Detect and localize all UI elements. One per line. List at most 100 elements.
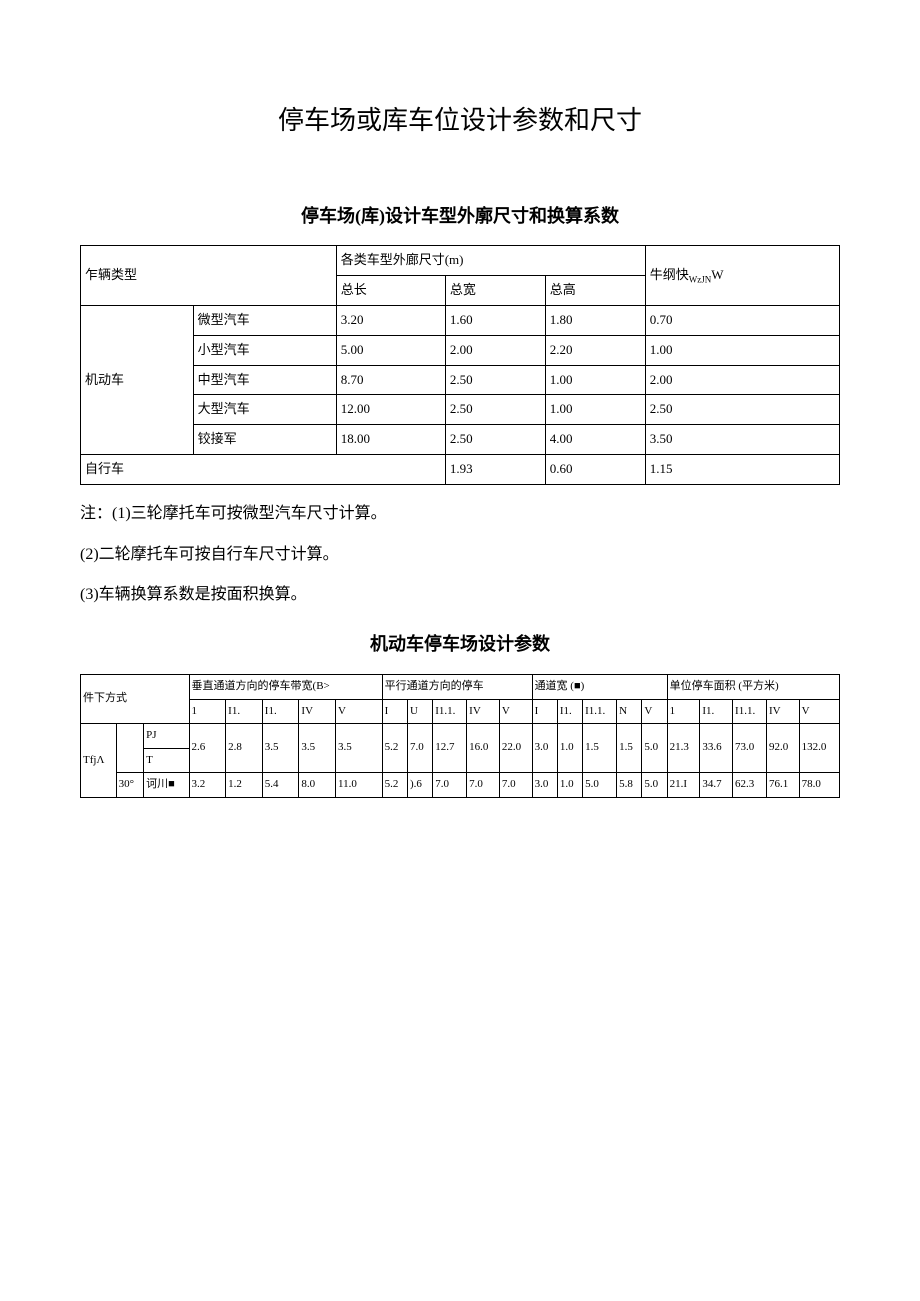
cell: 132.0: [799, 724, 839, 773]
col-grp2: 平行通道方向的停车: [382, 674, 532, 699]
table-row: 铰接军 18.00 2.50 4.00 3.50: [81, 425, 840, 455]
cell: 1: [667, 699, 700, 724]
cell: 3.20: [336, 305, 445, 335]
col-grp1: 垂直通道方向的停车带宽(B>: [189, 674, 382, 699]
cell: 5.4: [262, 773, 299, 798]
cell: 0.70: [645, 305, 839, 335]
cell: IV: [766, 699, 799, 724]
cell: I1.: [226, 699, 263, 724]
cell: 5.8: [617, 773, 642, 798]
cell: V: [499, 699, 532, 724]
main-title: 停车场或库车位设计参数和尺寸: [80, 100, 840, 142]
cell: PJ: [144, 724, 189, 749]
cell: 5.0: [642, 773, 667, 798]
cell: IV: [299, 699, 336, 724]
cell: 3.0: [532, 773, 557, 798]
col-method: 件下方式: [81, 674, 190, 723]
cell: 2.8: [226, 724, 263, 773]
table-vehicle-dimensions: 乍辆类型 各类车型外廊尺寸(m) 牛纲快WzJNW 总长 总宽 总高 机动车 微…: [80, 245, 840, 484]
cell: 1.5: [583, 724, 617, 773]
table-header-row: 乍辆类型 各类车型外廊尺寸(m) 牛纲快WzJNW: [81, 246, 840, 276]
cell: 5.00: [336, 335, 445, 365]
cell: T: [144, 748, 189, 773]
cat-bicycle: 自行车: [81, 454, 446, 484]
cell: 4.00: [545, 425, 645, 455]
cell: 2.50: [445, 425, 545, 455]
col-coefficient: 牛纲快WzJNW: [645, 246, 839, 306]
cell: 1.2: [226, 773, 263, 798]
cat-motor: 机动车: [81, 305, 194, 454]
cell: 3.50: [645, 425, 839, 455]
note-1: 注：(1)三轮摩托车可按微型汽车尺寸计算。: [80, 500, 840, 529]
cell: 62.3: [733, 773, 767, 798]
cell: I1.1.: [583, 699, 617, 724]
cell: 微型汽车: [193, 305, 336, 335]
cell: [116, 724, 144, 773]
cell: 21.3: [667, 724, 700, 773]
cell: 2.6: [189, 724, 226, 773]
table-header-row: 件下方式 垂直通道方向的停车带宽(B> 平行通道方向的停车 通道宽 (■) 单位…: [81, 674, 840, 699]
cell: I: [382, 699, 407, 724]
cell: V: [642, 699, 667, 724]
cell: 34.7: [700, 773, 733, 798]
col-length: 总长: [336, 276, 445, 306]
cell: 1.00: [545, 395, 645, 425]
table-parking-params: 件下方式 垂直通道方向的停车带宽(B> 平行通道方向的停车 通道宽 (■) 单位…: [80, 674, 840, 798]
cell: TfjΛ: [81, 724, 117, 798]
cell: 78.0: [799, 773, 839, 798]
col-grp3: 通道宽 (■): [532, 674, 667, 699]
table-row: 小型汽车 5.00 2.00 2.20 1.00: [81, 335, 840, 365]
cell: 中型汽车: [193, 365, 336, 395]
cell: 11.0: [336, 773, 383, 798]
col-grp4: 单位停车面积 (平方米): [667, 674, 839, 699]
section2-title: 机动车停车场设计参数: [80, 630, 840, 659]
cell: 0.60: [545, 454, 645, 484]
cell: I1.1.: [733, 699, 767, 724]
cell: 3.2: [189, 773, 226, 798]
cell: 小型汽车: [193, 335, 336, 365]
table-row: 中型汽车 8.70 2.50 1.00 2.00: [81, 365, 840, 395]
cell: V: [336, 699, 383, 724]
cell: 30°: [116, 773, 144, 798]
cell: U: [407, 699, 432, 724]
cell: 1: [189, 699, 226, 724]
cell: I: [532, 699, 557, 724]
cell: 5.2: [382, 773, 407, 798]
cell: N: [617, 699, 642, 724]
cell: 7.0: [499, 773, 532, 798]
cell: I1.1.: [433, 699, 467, 724]
cell: IV: [467, 699, 500, 724]
cell: 2.20: [545, 335, 645, 365]
cell: 7.0: [407, 724, 432, 773]
table-row: 大型汽车 12.00 2.50 1.00 2.50: [81, 395, 840, 425]
cell: V: [799, 699, 839, 724]
cell: 1.15: [645, 454, 839, 484]
cell: 22.0: [499, 724, 532, 773]
cell: 73.0: [733, 724, 767, 773]
cell: 5.2: [382, 724, 407, 773]
cell: 7.0: [467, 773, 500, 798]
cell: 12.00: [336, 395, 445, 425]
cell: ).6: [407, 773, 432, 798]
cell: 2.00: [645, 365, 839, 395]
col-height: 总高: [545, 276, 645, 306]
cell: 8.70: [336, 365, 445, 395]
table-row: TfjΛ PJ 2.6 2.8 3.5 3.5 3.5 5.2 7.0 12.7…: [81, 724, 840, 749]
cell: 3.5: [299, 724, 336, 773]
cell: 5.0: [642, 724, 667, 773]
cell: 21.I: [667, 773, 700, 798]
cell: 12.7: [433, 724, 467, 773]
cell: 3.5: [262, 724, 299, 773]
cell: 1.0: [557, 773, 582, 798]
col-vehicle-type: 乍辆类型: [81, 246, 337, 306]
cell: 1.80: [545, 305, 645, 335]
cell: 76.1: [766, 773, 799, 798]
table-row: 机动车 微型汽车 3.20 1.60 1.80 0.70: [81, 305, 840, 335]
cell: 1.0: [557, 724, 582, 773]
cell: 16.0: [467, 724, 500, 773]
cell: 1.5: [617, 724, 642, 773]
cell: 诃川■: [144, 773, 189, 798]
cell: 8.0: [299, 773, 336, 798]
cell: I1.: [262, 699, 299, 724]
cell: 1.00: [545, 365, 645, 395]
